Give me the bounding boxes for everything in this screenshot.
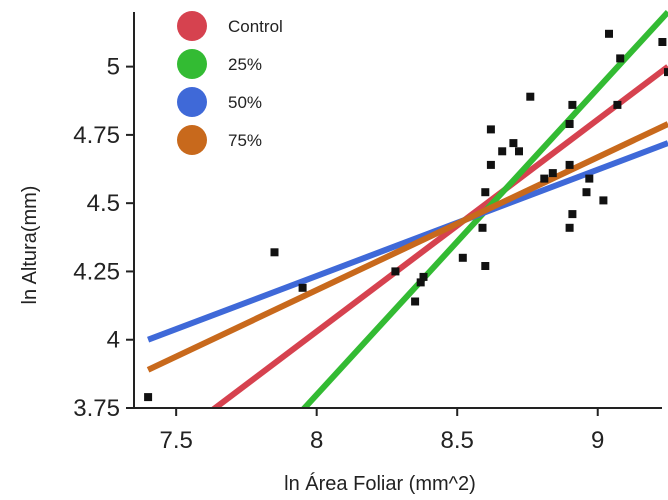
y-tick-label: 4.75	[73, 122, 120, 149]
data-point	[526, 92, 535, 101]
data-point	[565, 223, 574, 232]
legend-marker	[177, 11, 207, 41]
x-tick-label: 7.5	[159, 427, 192, 454]
data-point	[481, 188, 490, 197]
data-point	[568, 210, 577, 219]
x-tick-label: 8.5	[441, 427, 474, 454]
data-point	[411, 297, 420, 306]
data-point	[565, 160, 574, 169]
data-point	[565, 120, 574, 128]
data-point	[582, 188, 591, 197]
series-line-0	[210, 64, 668, 408]
x-tick-label: 8	[310, 427, 323, 454]
y-axis-title: ln Altura(mm)	[19, 186, 41, 305]
data-point	[664, 68, 668, 77]
data-point	[605, 29, 613, 38]
legend-marker	[177, 87, 207, 117]
legend-label: Control	[228, 17, 283, 36]
data-point	[568, 100, 577, 109]
data-point	[298, 283, 307, 292]
data-point	[548, 169, 557, 178]
data-point	[486, 125, 495, 134]
legend-label: 25%	[228, 55, 262, 74]
data-point	[585, 174, 594, 183]
data-point	[616, 54, 625, 63]
data-point	[419, 272, 428, 281]
data-point	[486, 160, 495, 169]
series-line-2	[147, 140, 668, 343]
data-point	[613, 100, 622, 109]
data-point	[458, 253, 467, 262]
data-point	[515, 147, 523, 156]
y-tick-label: 5	[107, 54, 120, 81]
y-tick-label: 4	[107, 327, 120, 354]
data-point	[478, 223, 487, 232]
y-tick-label: 3.75	[73, 395, 120, 422]
data-point	[481, 262, 490, 270]
data-point	[599, 196, 608, 205]
data-point	[144, 393, 153, 402]
data-point	[391, 267, 400, 276]
legend-marker	[177, 125, 207, 155]
data-point	[270, 248, 279, 257]
data-point	[498, 147, 507, 156]
y-tick-label: 4.5	[87, 190, 120, 217]
series-line-3	[146, 121, 668, 373]
x-axis-title: ln Área Foliar (mm^2)	[284, 472, 476, 495]
legend-marker	[177, 49, 207, 79]
data-point	[540, 174, 549, 183]
legend-label: 50%	[228, 93, 262, 112]
x-tick-label: 9	[591, 427, 604, 454]
legend-label: 75%	[228, 131, 262, 150]
data-point	[416, 278, 425, 287]
data-point	[658, 38, 667, 46]
legend: Control 25% 50% 75%	[177, 11, 283, 155]
data-point	[509, 139, 518, 148]
y-tick-label: 4.25	[73, 258, 120, 285]
